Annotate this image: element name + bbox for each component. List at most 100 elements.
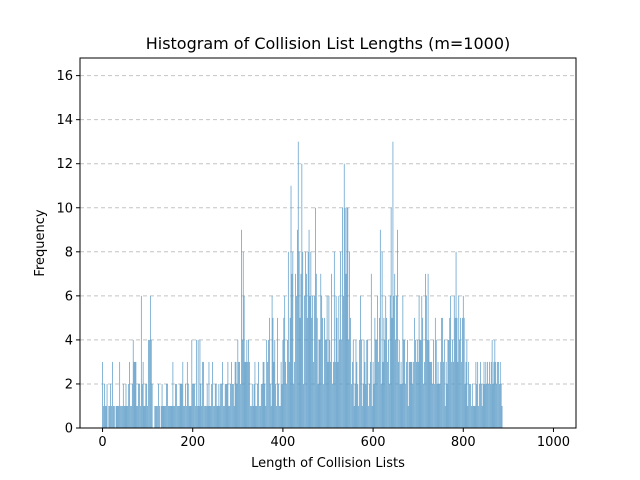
histogram-bar	[115, 405, 117, 428]
histogram-bar	[249, 361, 250, 428]
histogram-bar	[231, 361, 232, 428]
histogram-bar	[236, 383, 238, 428]
histogram-bar	[466, 339, 468, 428]
histogram-bar	[201, 405, 203, 428]
histogram-bar	[168, 405, 169, 428]
histogram-bar	[403, 339, 405, 428]
histogram-bar	[109, 405, 111, 428]
histogram-bar	[358, 405, 360, 428]
y-axis-label: Frequency	[33, 209, 48, 276]
histogram-bar	[477, 361, 479, 428]
histogram-bar	[489, 361, 490, 428]
histogram-bar	[499, 361, 501, 428]
histogram-bar	[490, 361, 492, 428]
histogram-bar	[189, 405, 191, 428]
histogram-bar	[104, 405, 106, 428]
histogram-bar	[177, 405, 179, 428]
histogram-bar	[127, 405, 129, 428]
histogram-bar	[218, 383, 220, 428]
histogram-bar	[465, 361, 467, 428]
histogram-bar	[459, 339, 461, 428]
histogram-bar	[485, 361, 487, 428]
histogram-bar	[333, 251, 335, 428]
histogram-bar	[197, 339, 199, 428]
histogram-bar	[462, 295, 464, 428]
histogram-bar	[357, 383, 359, 428]
histogram-bar	[167, 383, 168, 428]
histogram-bar	[250, 405, 252, 428]
histogram-bar	[217, 405, 219, 428]
histogram-bar	[113, 405, 114, 428]
histogram-bar	[282, 339, 284, 428]
histogram-bar	[388, 339, 389, 428]
histogram-bar	[473, 405, 475, 428]
histogram-bar	[156, 405, 158, 428]
histogram-bar	[103, 405, 104, 428]
histogram-bar	[385, 295, 387, 428]
histogram-bar	[242, 251, 244, 428]
histogram-bar	[339, 339, 341, 428]
histogram-bar	[483, 361, 485, 428]
histogram-bar	[145, 383, 147, 428]
histogram-bar	[241, 339, 243, 428]
histogram-bar	[103, 383, 105, 428]
x-axis-label: Length of Collision Lists	[251, 456, 405, 471]
histogram-bar	[194, 383, 195, 428]
histogram-bar	[480, 383, 482, 428]
histogram-bars	[102, 141, 503, 428]
histogram-bar	[448, 339, 450, 428]
histogram-bar	[417, 361, 419, 428]
histogram-bar	[139, 383, 140, 428]
histogram-bar	[157, 405, 158, 428]
histogram-bar	[173, 405, 175, 428]
histogram-bar	[324, 339, 326, 428]
histogram-bar	[433, 339, 434, 428]
histogram-bar	[405, 383, 406, 428]
histogram-bar	[297, 141, 299, 428]
histogram-bar	[443, 339, 445, 428]
histogram-bar	[489, 383, 491, 428]
histogram-bar	[205, 405, 207, 428]
histogram-bar	[442, 317, 443, 428]
histogram-bar	[162, 405, 164, 428]
histogram-bar	[461, 361, 462, 428]
histogram-bar	[296, 295, 297, 428]
histogram-bar	[226, 383, 228, 428]
histogram-bar	[350, 317, 351, 428]
histogram-bar	[327, 361, 329, 428]
histogram-bar	[248, 339, 249, 428]
histogram-bar	[284, 295, 286, 428]
histogram-bar	[198, 405, 200, 428]
histogram-bar	[150, 339, 152, 428]
histogram-bar	[132, 339, 134, 428]
histogram-bar	[133, 361, 135, 428]
histogram-bar	[311, 317, 313, 428]
histogram-bar	[135, 361, 137, 428]
histogram-bar	[408, 361, 410, 428]
histogram-bar	[396, 295, 397, 428]
histogram-bar	[295, 273, 296, 428]
histogram-bar	[447, 339, 449, 428]
histogram-bar	[298, 251, 300, 428]
histogram-bar	[431, 361, 433, 428]
histogram-bar	[468, 361, 470, 428]
histogram-bar	[261, 383, 263, 428]
histogram-bar	[470, 383, 471, 428]
histogram-bar	[397, 361, 399, 428]
histogram-bar	[341, 339, 342, 428]
histogram-bar	[355, 339, 357, 428]
histogram-bar	[401, 383, 403, 428]
histogram-bar	[328, 295, 330, 428]
histogram-bar	[315, 207, 316, 428]
histogram-bar	[422, 317, 424, 428]
histogram-bar	[237, 339, 239, 428]
histogram-bar	[188, 405, 190, 428]
histogram-bar	[494, 339, 496, 428]
histogram-bar	[144, 405, 146, 428]
histogram-bar	[399, 383, 401, 428]
histogram-bar	[472, 405, 474, 428]
histogram-bar	[412, 383, 414, 428]
histogram-bar	[321, 295, 323, 428]
histogram-bar	[134, 361, 136, 428]
histogram-bar	[323, 383, 324, 428]
